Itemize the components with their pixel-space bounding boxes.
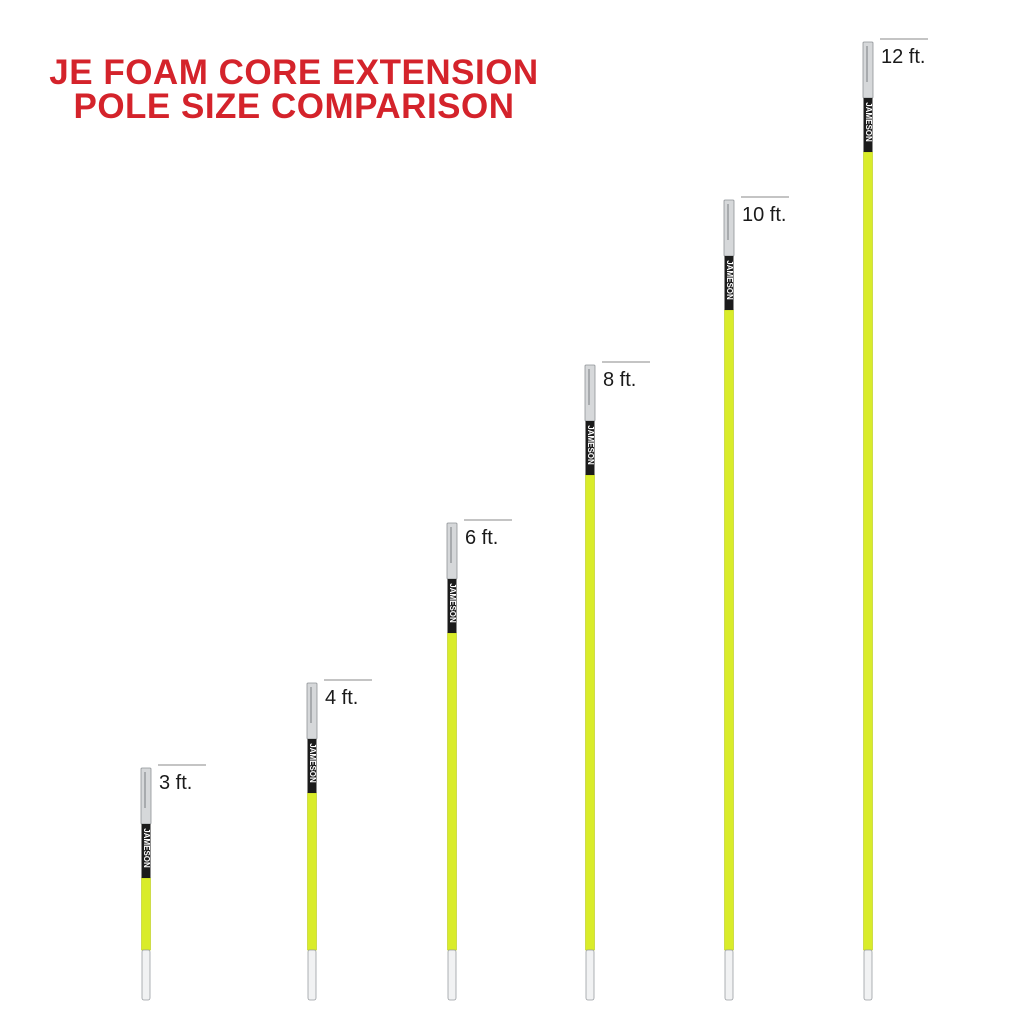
pole-band	[585, 421, 595, 475]
pole-cap	[306, 682, 318, 740]
pole-band	[724, 256, 734, 310]
title-line: POLE SIZE COMPARISON	[73, 87, 514, 126]
size-label: 6 ft.	[465, 527, 498, 549]
pole-tip	[141, 949, 151, 1001]
size-label: 4 ft.	[325, 687, 358, 709]
pole-brand: JAMESON	[142, 828, 151, 868]
pole-brand: JAMESON	[864, 102, 873, 142]
title-line: JE FOAM CORE EXTENSION	[49, 53, 538, 92]
pole: JAMESON 4 ft.	[306, 679, 372, 1001]
pole-cap	[584, 364, 596, 422]
pole-brand: JAMESON	[586, 425, 595, 465]
pole: JAMESON 6 ft.	[446, 519, 512, 1001]
size-label: 3 ft.	[159, 772, 192, 794]
pole-shaft	[863, 151, 873, 951]
pole-shaft	[141, 877, 151, 951]
pole-shaft	[447, 632, 457, 951]
pole-tip	[307, 949, 317, 1001]
pole-shaft	[307, 792, 317, 951]
pole: JAMESON 10 ft.	[723, 196, 789, 1001]
pole-cap	[862, 41, 874, 99]
pole-tip	[863, 949, 873, 1001]
pole-cap	[723, 199, 735, 257]
pole-tip	[724, 949, 734, 1001]
pole: JAMESON 3 ft.	[140, 764, 206, 1001]
pole-tip	[585, 949, 595, 1001]
pole-brand: JAMESON	[308, 743, 317, 783]
pole-shaft	[585, 474, 595, 951]
pole: JAMESON 8 ft.	[584, 361, 650, 1001]
pole-band	[141, 824, 151, 878]
pole-band	[307, 739, 317, 793]
pole-band	[863, 98, 873, 152]
pole-band	[447, 579, 457, 633]
pole-cap	[140, 767, 152, 825]
pole-cap	[446, 522, 458, 580]
pole-tip	[447, 949, 457, 1001]
pole-brand: JAMESON	[448, 583, 457, 623]
pole-brand: JAMESON	[725, 260, 734, 300]
size-label: 10 ft.	[742, 204, 786, 226]
size-label: 12 ft.	[881, 46, 925, 68]
size-label: 8 ft.	[603, 369, 636, 391]
pole-shaft	[724, 309, 734, 951]
pole: JAMESON 12 ft.	[862, 38, 928, 1001]
